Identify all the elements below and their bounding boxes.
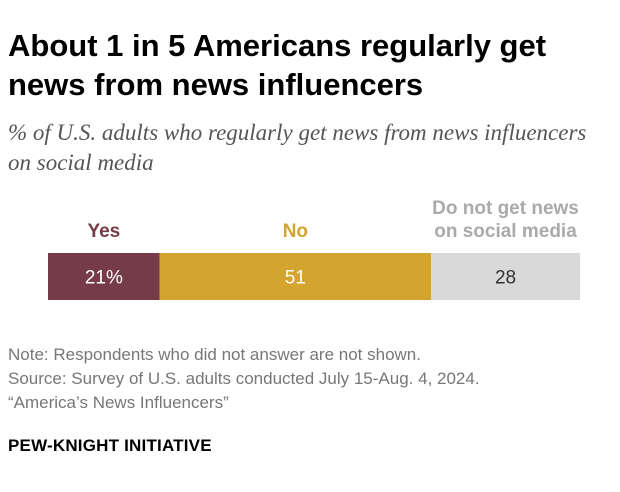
brand-label: PEW-KNIGHT INITIATIVE xyxy=(8,436,212,455)
value-label-no: 51 xyxy=(285,268,306,289)
category-label-line: No xyxy=(283,221,308,242)
bar-segment-no xyxy=(159,253,432,300)
value-label-yes: 21% xyxy=(85,268,123,289)
category-label-line: on social media xyxy=(434,221,577,242)
category-label-do-not-get-news-on-social-media: Do not get news on social media xyxy=(432,198,579,242)
category-label-yes: Yes xyxy=(87,221,120,242)
category-label-line: Do not get news xyxy=(432,198,579,219)
source-text: Source: Survey of U.S. adults conducted … xyxy=(8,369,480,388)
note-text: Note: Respondents who did not answer are… xyxy=(8,345,421,364)
value-labels: 21% 51 28 xyxy=(85,268,516,289)
category-label-no: No xyxy=(283,221,308,242)
chart-subtitle: % of U.S. adults who regularly get news … xyxy=(8,120,587,175)
bar-segment-do-not-get-news-on-social-media xyxy=(431,253,580,300)
value-label-do-not-get-news-on-social-media: 28 xyxy=(495,268,516,289)
stacked-bar-chart: Yes No Do not get news on social media 21% 5… xyxy=(48,198,580,300)
chart-notes: Note: Respondents who did not answer are… xyxy=(8,343,608,415)
bar-segments xyxy=(48,253,580,300)
report-title: “America’s News Influencers” xyxy=(8,393,229,412)
category-labels: Yes No Do not get news on social media xyxy=(87,198,578,242)
chart-title: About 1 in 5 Americans regularly get new… xyxy=(8,28,547,102)
bar-segment-yes xyxy=(48,253,160,300)
category-label-line: Yes xyxy=(87,221,120,242)
